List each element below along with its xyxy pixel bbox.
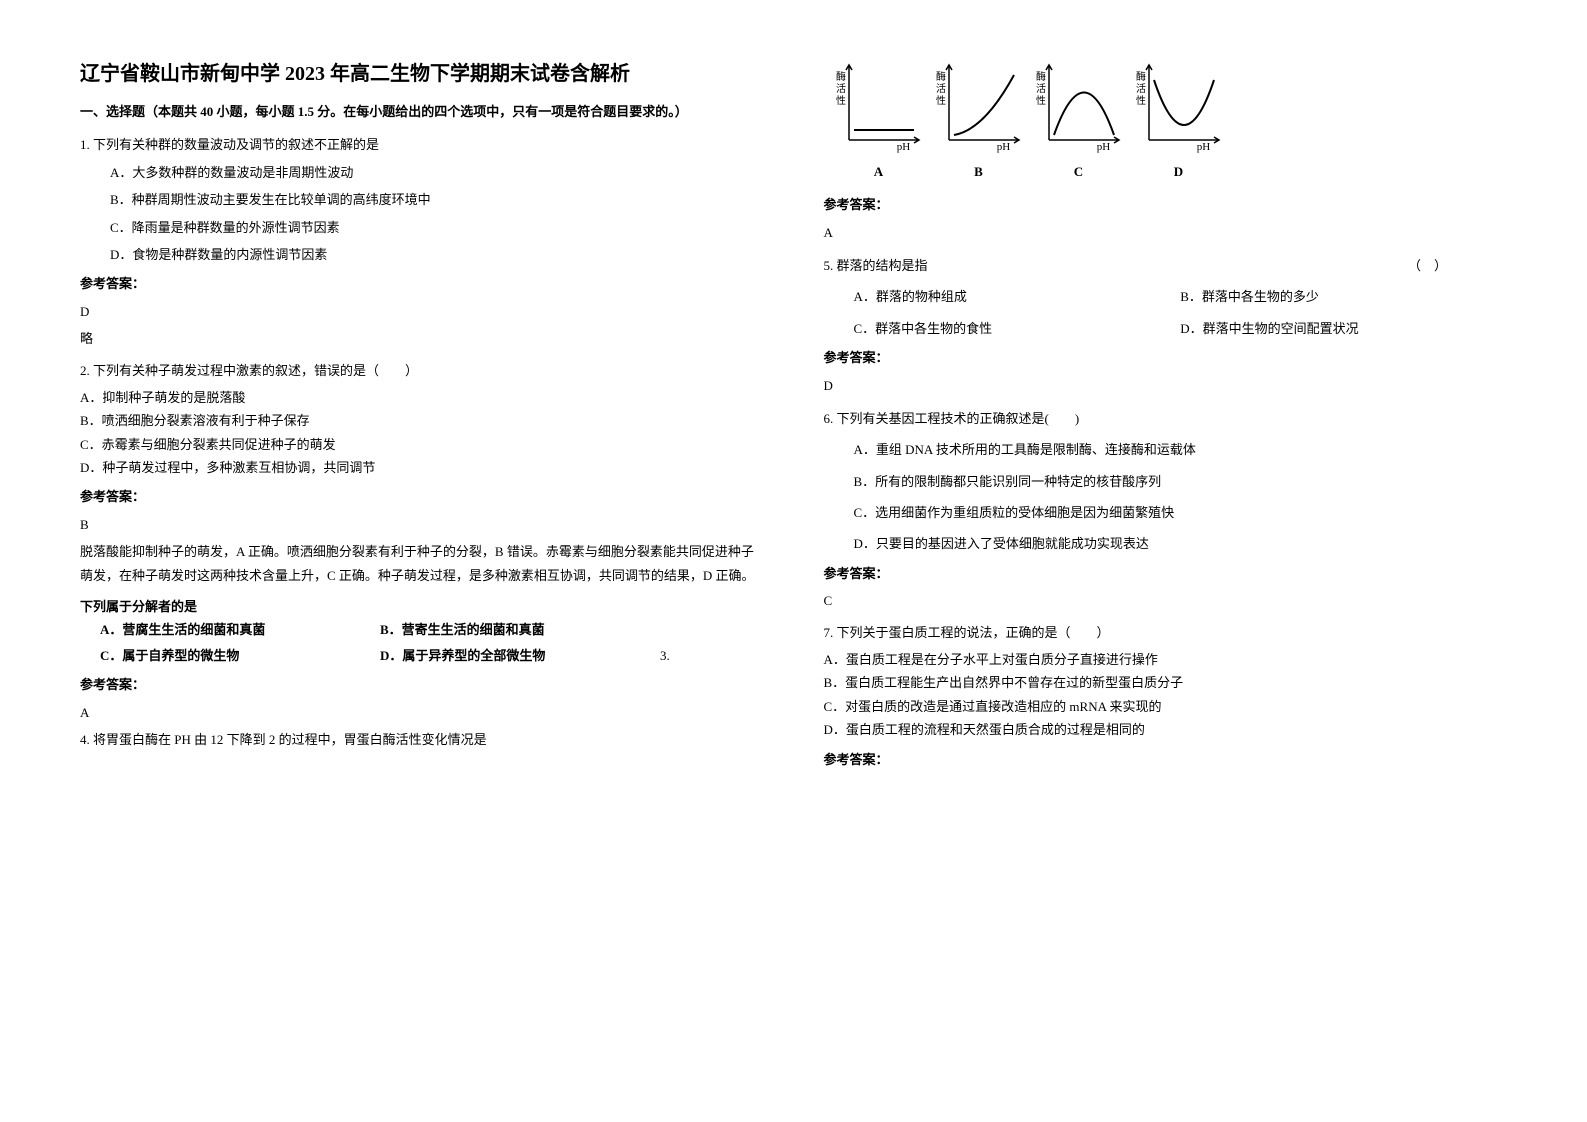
chart-c-ylabel2: 活 (1036, 83, 1046, 95)
q5-paren: （ ） (1408, 254, 1507, 277)
chart-a-ylabel3: 性 (836, 94, 846, 107)
chart-d-ylabel3: 性 (1136, 94, 1146, 107)
chart-c-ylabel: 酶 (1036, 70, 1046, 83)
chart-c: 酶 活 性 pH C (1034, 60, 1124, 183)
left-column: 辽宁省鞍山市新甸中学 2023 年高二生物下学期期末试卷含解析 一、选择题（本题… (80, 60, 764, 779)
q4-text: 4. 将胃蛋白酶在 PH 由 12 下降到 2 的过程中，胃蛋白酶活性变化情况是 (80, 728, 764, 751)
q4-answer: A (824, 221, 1508, 244)
q3-option-d: D．属于异养型的全部微生物 (380, 644, 630, 667)
chart-c-ylabel3: 性 (1036, 94, 1046, 107)
chart-a-svg: 酶 活 性 (834, 60, 924, 150)
q6-option-d: D．只要目的基因进入了受体细胞就能成功实现表达 (824, 532, 1508, 555)
q3-option-a: A．营腐生生活的细菌和真菌 (100, 618, 350, 641)
q5-answer-label: 参考答案： (824, 346, 1508, 369)
chart-a-ylabel: 酶 (836, 70, 846, 83)
question-1: 1. 下列有关种群的数量波动及调节的叙述不正解的是 A．大多数种群的数量波动是非… (80, 133, 764, 350)
q2-option-d: D．种子萌发过程中，多种激素互相协调，共同调节 (80, 456, 764, 479)
q1-option-c: C．降雨量是种群数量的外源性调节因素 (110, 216, 764, 239)
q1-options: A．大多数种群的数量波动是非周期性波动 B．种群周期性波动主要发生在比较单调的高… (80, 161, 764, 267)
q5-option-d: D．群落中生物的空间配置状况 (1180, 317, 1507, 340)
q3-options: A．营腐生生活的细菌和真菌 B．营寄生生活的细菌和真菌 C．属于自养型的微生物 … (80, 618, 764, 667)
chart-c-svg: 酶 活 性 (1034, 60, 1124, 150)
q7-text: 7. 下列关于蛋白质工程的说法，正确的是（ ） (824, 621, 1508, 644)
right-column: 酶 活 性 pH A 酶 活 性 pH B (824, 60, 1508, 779)
chart-b-ylabel3: 性 (936, 94, 946, 107)
q5-option-a: A．群落的物种组成 (854, 285, 1181, 308)
page-container: 辽宁省鞍山市新甸中学 2023 年高二生物下学期期末试卷含解析 一、选择题（本题… (80, 60, 1507, 779)
q3-option-c: C．属于自养型的微生物 (100, 644, 350, 667)
chart-d-ylabel2: 活 (1136, 83, 1146, 95)
chart-b-label: B (974, 160, 983, 183)
q6-option-c: C．选用细菌作为重组质粒的受体细胞是因为细菌繁殖快 (824, 501, 1508, 524)
q5-text: 5. 群落的结构是指 (824, 254, 1408, 277)
chart-a-label: A (874, 160, 883, 183)
q7-option-a: A．蛋白质工程是在分子水平上对蛋白质分子直接进行操作 (824, 648, 1508, 671)
q6-answer: C (824, 589, 1508, 612)
q3-answer-label: 参考答案： (80, 673, 764, 696)
chart-d-label: D (1174, 160, 1183, 183)
q5-row2: C．群落中各生物的食性 D．群落中生物的空间配置状况 (824, 317, 1508, 340)
q1-answer-label: 参考答案： (80, 272, 764, 295)
question-6: 6. 下列有关基因工程技术的正确叙述是( ) A．重组 DNA 技术所用的工具酶… (824, 407, 1508, 613)
chart-b-ylabel: 酶 (936, 70, 946, 83)
q5-row1: A．群落的物种组成 B．群落中各生物的多少 (824, 285, 1508, 308)
chart-c-label: C (1074, 160, 1083, 183)
chart-d-xlabel: pH (1197, 138, 1210, 158)
chart-a-ylabel2: 活 (836, 83, 846, 95)
q5-header: 5. 群落的结构是指 （ ） (824, 254, 1508, 277)
chart-b: 酶 活 性 pH B (934, 60, 1024, 183)
q3-row-1: A．营腐生生活的细菌和真菌 B．营寄生生活的细菌和真菌 (100, 618, 764, 641)
q1-option-a: A．大多数种群的数量波动是非周期性波动 (110, 161, 764, 184)
chart-a: 酶 活 性 pH A (834, 60, 924, 183)
q2-answer: B (80, 513, 764, 536)
q5-option-b: B．群落中各生物的多少 (1180, 285, 1507, 308)
q7-answer-label: 参考答案： (824, 748, 1508, 771)
q7-option-c: C．对蛋白质的改造是通过直接改造相应的 mRNA 来实现的 (824, 695, 1508, 718)
chart-d: 酶 活 性 pH D (1134, 60, 1224, 183)
chart-b-svg: 酶 活 性 (934, 60, 1024, 150)
chart-c-xlabel: pH (1097, 138, 1110, 158)
question-7: 7. 下列关于蛋白质工程的说法，正确的是（ ） A．蛋白质工程是在分子水平上对蛋… (824, 621, 1508, 771)
chart-d-ylabel: 酶 (1136, 70, 1146, 83)
q1-option-b: B．种群周期性波动主要发生在比较单调的高纬度环境中 (110, 188, 764, 211)
q3-option-b: B．营寄生生活的细菌和真菌 (380, 618, 630, 641)
q1-answer: D (80, 300, 764, 323)
q4-answer-label: 参考答案： (824, 193, 1508, 216)
page-title: 辽宁省鞍山市新甸中学 2023 年高二生物下学期期末试卷含解析 (80, 60, 764, 88)
q6-option-b: B．所有的限制酶都只能识别同一种特定的核苷酸序列 (824, 470, 1508, 493)
q6-text: 6. 下列有关基因工程技术的正确叙述是( ) (824, 407, 1508, 430)
q2-answer-label: 参考答案： (80, 485, 764, 508)
q4-charts: 酶 活 性 pH A 酶 活 性 pH B (824, 60, 1508, 183)
q2-option-b: B．喷洒细胞分裂素溶液有利于种子保存 (80, 409, 764, 432)
q1-note: 略 (80, 327, 764, 350)
q1-option-d: D．食物是种群数量的内源性调节因素 (110, 243, 764, 266)
question-3: 下列属于分解者的是 A．营腐生生活的细菌和真菌 B．营寄生生活的细菌和真菌 C．… (80, 595, 764, 724)
chart-b-xlabel: pH (997, 138, 1010, 158)
q1-text: 1. 下列有关种群的数量波动及调节的叙述不正解的是 (80, 133, 764, 156)
q2-text: 2. 下列有关种子萌发过程中激素的叙述，错误的是（ ） (80, 359, 764, 382)
q3-number: 3. (660, 644, 670, 667)
question-5: 5. 群落的结构是指 （ ） A．群落的物种组成 B．群落中各生物的多少 C．群… (824, 254, 1508, 397)
q5-option-c: C．群落中各生物的食性 (854, 317, 1181, 340)
q7-option-d: D．蛋白质工程的流程和天然蛋白质合成的过程是相同的 (824, 718, 1508, 741)
chart-b-ylabel2: 活 (936, 83, 946, 95)
section-heading: 一、选择题（本题共 40 小题，每小题 1.5 分。在每小题给出的四个选项中，只… (80, 100, 764, 123)
chart-d-svg: 酶 活 性 (1134, 60, 1224, 150)
q3-text: 下列属于分解者的是 (80, 595, 764, 618)
q6-answer-label: 参考答案： (824, 562, 1508, 585)
q3-answer: A (80, 701, 764, 724)
q2-option-c: C．赤霉素与细胞分裂素共同促进种子的萌发 (80, 433, 764, 456)
chart-a-xlabel: pH (897, 138, 910, 158)
q6-option-a: A．重组 DNA 技术所用的工具酶是限制酶、连接酶和运载体 (824, 438, 1508, 461)
q2-option-a: A．抑制种子萌发的是脱落酸 (80, 386, 764, 409)
q2-explanation: 脱落酸能抑制种子的萌发，A 正确。喷洒细胞分裂素有利于种子的分裂，B 错误。赤霉… (80, 540, 764, 587)
q7-option-b: B．蛋白质工程能生产出自然界中不曾存在过的新型蛋白质分子 (824, 671, 1508, 694)
question-2: 2. 下列有关种子萌发过程中激素的叙述，错误的是（ ） A．抑制种子萌发的是脱落… (80, 359, 764, 588)
q5-answer: D (824, 374, 1508, 397)
q3-row-2: C．属于自养型的微生物 D．属于异养型的全部微生物 3. (100, 644, 764, 667)
question-4: 4. 将胃蛋白酶在 PH 由 12 下降到 2 的过程中，胃蛋白酶活性变化情况是 (80, 728, 764, 751)
